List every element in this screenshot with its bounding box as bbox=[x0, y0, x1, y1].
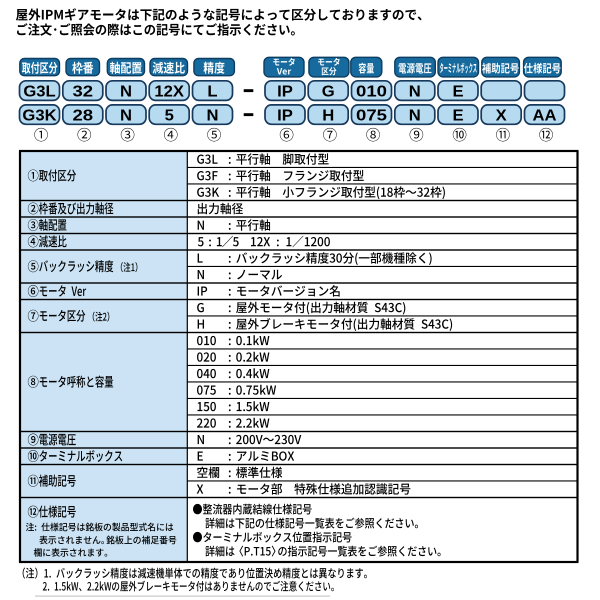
svg-text:12X: 12X bbox=[154, 83, 184, 101]
svg-text:G3K: G3K bbox=[22, 107, 56, 125]
svg-text:N: N bbox=[206, 107, 218, 125]
svg-text:N: N bbox=[409, 107, 421, 125]
svg-text:E: E bbox=[452, 107, 463, 125]
svg-text:N: N bbox=[409, 83, 421, 101]
svg-text:G: G bbox=[322, 83, 335, 101]
svg-text:IP: IP bbox=[277, 107, 293, 125]
svg-text:5: 5 bbox=[165, 107, 174, 125]
svg-text:G3L: G3L bbox=[23, 83, 55, 101]
svg-text:075: 075 bbox=[356, 106, 387, 124]
svg-text:N: N bbox=[120, 107, 132, 125]
svg-text:28: 28 bbox=[72, 106, 93, 124]
svg-text:L: L bbox=[207, 83, 217, 101]
svg-text:IP: IP bbox=[277, 83, 293, 101]
svg-text:32: 32 bbox=[72, 82, 93, 100]
svg-text:H: H bbox=[322, 107, 334, 125]
svg-text:AA: AA bbox=[532, 107, 556, 125]
svg-text:N: N bbox=[120, 83, 132, 101]
svg-text:E: E bbox=[452, 83, 463, 101]
svg-text:010: 010 bbox=[356, 82, 387, 100]
svg-text:X: X bbox=[496, 107, 507, 125]
